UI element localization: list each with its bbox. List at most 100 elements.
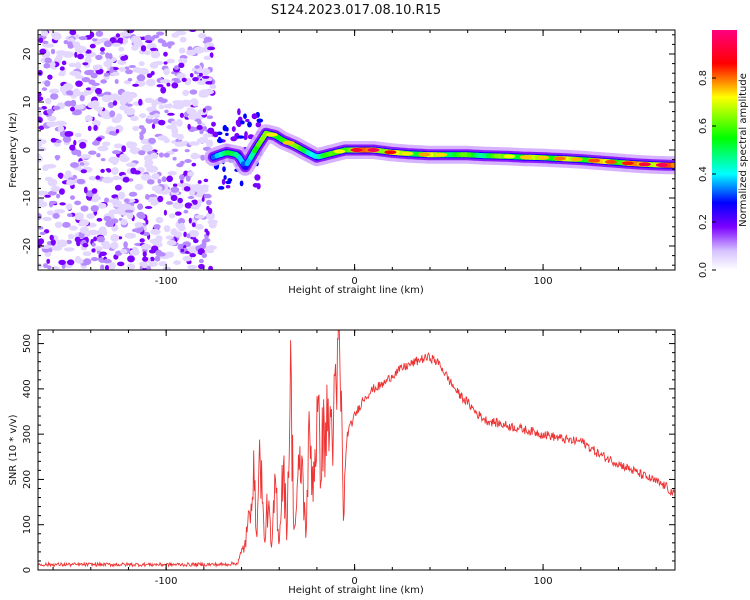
noise-blob [44, 251, 52, 257]
noise-blob [177, 197, 183, 204]
noise-blob [47, 115, 57, 122]
noise-blob [139, 113, 147, 119]
noise-blob [201, 252, 207, 259]
noise-blob [110, 241, 119, 250]
noise-blob [187, 196, 195, 199]
noise-blob [120, 218, 128, 226]
noise-blob [47, 74, 53, 80]
noise-blob [207, 46, 216, 51]
noise-blob [44, 80, 51, 87]
noise-blob [179, 36, 187, 43]
noise-blob [79, 141, 87, 149]
noise-blob [91, 82, 100, 87]
noise-blob [52, 212, 60, 219]
noise-blob [38, 96, 44, 102]
noise-blob [126, 211, 134, 220]
noise-blob [127, 92, 138, 99]
noise-blob [128, 178, 134, 182]
noise-blob [184, 149, 190, 153]
noise-blob [82, 243, 89, 248]
noise-blob [188, 217, 192, 224]
noise-blob [43, 263, 48, 269]
colorbar-tick-label: 0.4 [698, 166, 709, 182]
noise-blob [158, 119, 166, 126]
noise-blob [172, 100, 184, 105]
noise-blob [79, 154, 92, 159]
noise-blob [136, 74, 146, 82]
noise-blob [46, 121, 58, 127]
noise-blob [187, 265, 198, 270]
noise-blob [201, 68, 211, 76]
noise-blob [118, 67, 126, 72]
snr-series [38, 330, 675, 569]
noise-blob [38, 117, 43, 123]
noise-blob [148, 261, 158, 267]
noise-blob [119, 153, 128, 162]
noise-blob [174, 141, 185, 147]
noise-blob [191, 162, 197, 167]
noise-blob [183, 231, 187, 238]
noise-blob [110, 71, 120, 77]
noise-blob [67, 213, 73, 218]
x-tick-label: -100 [155, 276, 178, 287]
noise-blob [118, 46, 125, 52]
noise-blob [193, 46, 205, 54]
noise-blob [75, 80, 83, 87]
noise-blob [65, 170, 72, 177]
noise-blob [70, 106, 75, 112]
noise-blob [97, 202, 107, 209]
noise-blob [55, 155, 60, 161]
noise-blob [153, 224, 161, 230]
noise-blob [206, 115, 214, 119]
noise-blob [58, 71, 66, 77]
noise-blob [139, 238, 145, 243]
noise-blob [139, 214, 146, 220]
noise-blob [88, 150, 97, 155]
noise-blob [59, 85, 67, 93]
noise-blob [239, 180, 244, 187]
noise-blob [146, 106, 158, 113]
noise-blob [187, 171, 195, 177]
snr-frame [37, 329, 676, 571]
noise-blob [157, 252, 166, 257]
spectrogram-xlabel: Height of straight line (km) [288, 285, 424, 296]
noise-blob [100, 79, 107, 84]
noise-blob [78, 36, 88, 41]
noise-blob [142, 251, 147, 257]
noise-blob [100, 264, 105, 270]
noise-blob [171, 104, 181, 109]
noise-blob [79, 219, 89, 227]
snr-panel: -100 0 100 0 100 200 300 400 500 Height of strai… [8, 329, 676, 596]
ridge-hotspot [265, 132, 278, 137]
noise-blob [103, 215, 112, 222]
noise-blob [84, 115, 93, 122]
noise-blob [254, 174, 261, 181]
noise-blob [147, 179, 155, 185]
noise-blob [86, 69, 95, 74]
noise-blob [156, 84, 164, 88]
noise-blob [114, 79, 119, 84]
y-tick-label: 400 [22, 379, 33, 398]
noise-blob [178, 222, 185, 230]
noise-blob [160, 98, 168, 104]
noise-blob [77, 104, 85, 110]
noise-blob [180, 248, 185, 253]
noise-blob [89, 31, 95, 38]
noise-blob [166, 82, 171, 87]
noise-blob [171, 32, 180, 38]
noise-blob [109, 110, 116, 118]
noise-blob [124, 66, 130, 70]
noise-blob [162, 104, 174, 109]
noise-blob [38, 37, 44, 44]
noise-blob [189, 73, 194, 78]
noise-blob [141, 144, 153, 153]
noise-blob [43, 63, 51, 69]
noise-blob [112, 100, 118, 106]
noise-blob [171, 82, 179, 89]
noise-blob [138, 150, 146, 156]
noise-blob [163, 152, 170, 158]
noise-blob [222, 166, 226, 173]
noise-blob [83, 258, 92, 265]
noise-blob [142, 256, 149, 262]
